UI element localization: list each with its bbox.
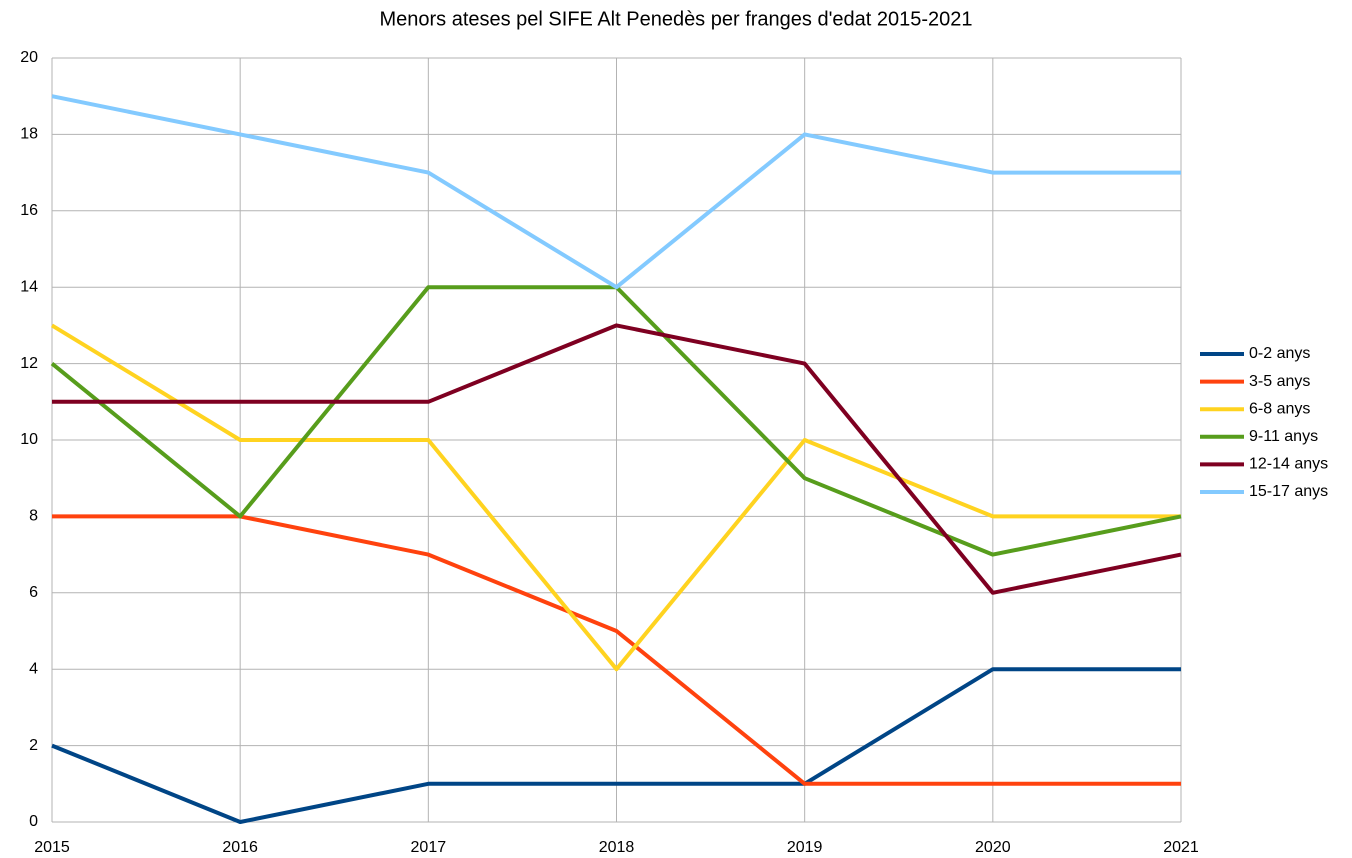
x-tick-label: 2018	[599, 839, 635, 856]
series-line	[52, 323, 1182, 595]
y-tick-label: 2	[29, 737, 38, 754]
y-tick-label: 4	[29, 660, 38, 677]
legend-label: 9-11 anys	[1249, 428, 1318, 445]
chart-title: Menors ateses pel SIFE Alt Penedès per f…	[379, 8, 972, 30]
y-tick-label: 0	[29, 813, 38, 830]
legend-label: 6-8 anys	[1249, 400, 1310, 417]
y-tick-label: 12	[20, 355, 38, 372]
y-tick-label: 10	[20, 431, 38, 448]
x-tick-label: 2016	[222, 839, 258, 856]
series-line	[50, 323, 1181, 672]
x-tick-label: 2021	[1163, 839, 1199, 856]
x-tick-label: 2020	[975, 839, 1011, 856]
y-tick-label: 6	[29, 584, 38, 601]
y-tick-label: 18	[20, 126, 38, 143]
y-tick-label: 16	[20, 202, 38, 219]
x-tick-label: 2017	[411, 839, 447, 856]
legend-label: 0-2 anys	[1249, 345, 1310, 362]
x-tick-label: 2019	[787, 839, 823, 856]
legend-label: 15-17 anys	[1249, 483, 1328, 500]
y-tick-label: 20	[20, 49, 38, 66]
series-line	[51, 667, 1181, 824]
legend-label: 12-14 anys	[1249, 456, 1328, 473]
legend-label: 3-5 anys	[1249, 373, 1310, 390]
x-tick-label: 2015	[34, 839, 70, 856]
y-tick-label: 14	[20, 278, 38, 295]
y-tick-label: 8	[29, 508, 38, 525]
series-line	[51, 94, 1181, 290]
